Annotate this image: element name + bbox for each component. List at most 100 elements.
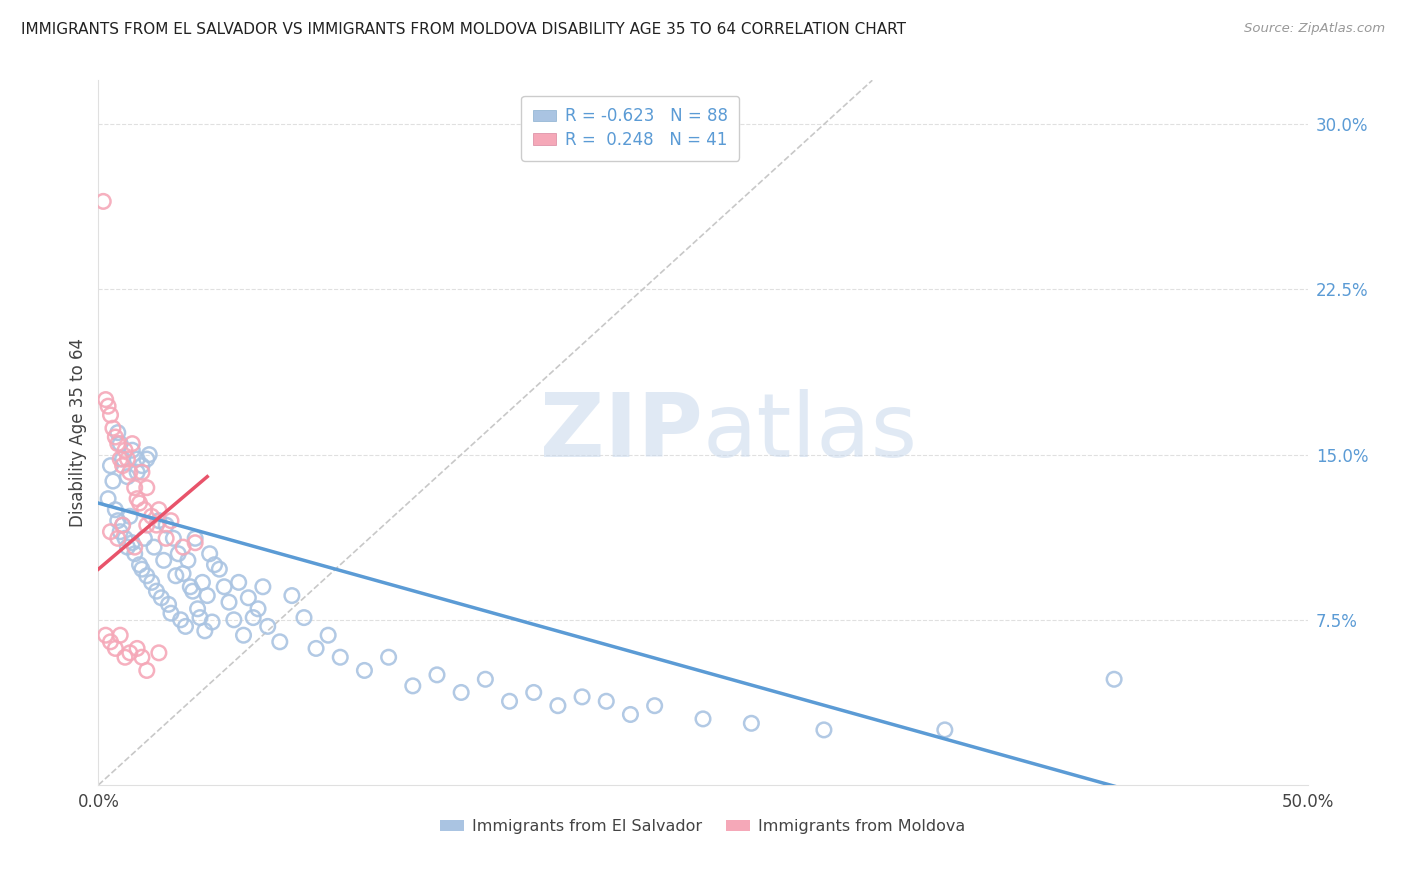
Point bbox=[184, 532, 207, 546]
Point bbox=[281, 589, 304, 603]
Point bbox=[187, 601, 209, 615]
Point bbox=[111, 518, 134, 533]
Point bbox=[108, 436, 131, 450]
Point bbox=[118, 509, 141, 524]
Point bbox=[242, 610, 264, 624]
Point bbox=[619, 707, 641, 722]
Point bbox=[117, 540, 139, 554]
Point bbox=[148, 502, 170, 516]
Point bbox=[104, 430, 127, 444]
Point bbox=[100, 635, 122, 649]
Point bbox=[269, 635, 291, 649]
Point bbox=[135, 664, 157, 678]
Point bbox=[172, 566, 194, 581]
Point bbox=[118, 465, 141, 479]
Point bbox=[232, 628, 254, 642]
Point bbox=[131, 458, 153, 473]
Point bbox=[107, 532, 129, 546]
Point bbox=[124, 540, 146, 554]
Point bbox=[188, 610, 211, 624]
Point bbox=[131, 465, 153, 479]
Point bbox=[97, 399, 120, 413]
Point bbox=[135, 452, 157, 467]
Point bbox=[127, 452, 149, 467]
Point bbox=[111, 452, 134, 467]
Point bbox=[100, 458, 122, 473]
Point bbox=[152, 553, 174, 567]
Point bbox=[127, 641, 149, 656]
Point bbox=[177, 553, 200, 567]
Point bbox=[155, 532, 177, 546]
Point bbox=[111, 518, 134, 533]
Point bbox=[145, 584, 167, 599]
Point bbox=[172, 540, 194, 554]
Point bbox=[135, 518, 157, 533]
Point bbox=[238, 591, 260, 605]
Point bbox=[377, 650, 399, 665]
Point bbox=[107, 514, 129, 528]
Point bbox=[114, 650, 136, 665]
Point bbox=[692, 712, 714, 726]
Point bbox=[292, 610, 315, 624]
Point bbox=[138, 448, 160, 462]
Point bbox=[353, 664, 375, 678]
Point bbox=[160, 514, 183, 528]
Point bbox=[329, 650, 352, 665]
Point bbox=[1102, 673, 1125, 687]
Point bbox=[107, 425, 129, 440]
Point bbox=[108, 452, 131, 467]
Point bbox=[228, 575, 250, 590]
Point bbox=[141, 575, 163, 590]
Point bbox=[195, 589, 218, 603]
Point bbox=[97, 491, 120, 506]
Point bbox=[117, 469, 139, 483]
Point bbox=[114, 443, 136, 458]
Point bbox=[204, 558, 226, 572]
Y-axis label: Disability Age 35 to 64: Disability Age 35 to 64 bbox=[69, 338, 87, 527]
Point bbox=[101, 474, 124, 488]
Point bbox=[740, 716, 762, 731]
Point bbox=[108, 524, 131, 539]
Point bbox=[208, 562, 231, 576]
Point bbox=[124, 547, 146, 561]
Point bbox=[934, 723, 956, 737]
Point bbox=[145, 518, 167, 533]
Point bbox=[547, 698, 569, 713]
Point bbox=[252, 580, 274, 594]
Point bbox=[143, 540, 166, 554]
Point bbox=[316, 628, 339, 642]
Legend: Immigrants from El Salvador, Immigrants from Moldova: Immigrants from El Salvador, Immigrants … bbox=[434, 813, 972, 840]
Point bbox=[135, 568, 157, 582]
Point bbox=[114, 532, 136, 546]
Point bbox=[247, 601, 270, 615]
Text: ZIP: ZIP bbox=[540, 389, 703, 476]
Point bbox=[118, 646, 141, 660]
Point bbox=[131, 650, 153, 665]
Point bbox=[595, 694, 617, 708]
Point bbox=[94, 392, 117, 407]
Point bbox=[107, 436, 129, 450]
Point bbox=[167, 547, 190, 561]
Point bbox=[104, 641, 127, 656]
Point bbox=[198, 547, 221, 561]
Point bbox=[256, 619, 278, 633]
Point bbox=[135, 481, 157, 495]
Point bbox=[148, 646, 170, 660]
Point bbox=[218, 595, 240, 609]
Point bbox=[100, 524, 122, 539]
Point bbox=[117, 452, 139, 467]
Point bbox=[571, 690, 593, 704]
Point bbox=[128, 496, 150, 510]
Point bbox=[94, 628, 117, 642]
Point bbox=[121, 535, 143, 549]
Point bbox=[101, 421, 124, 435]
Point bbox=[222, 613, 245, 627]
Point bbox=[155, 518, 177, 533]
Point bbox=[165, 568, 187, 582]
Text: atlas: atlas bbox=[703, 389, 918, 476]
Point bbox=[179, 580, 201, 594]
Point bbox=[108, 628, 131, 642]
Point bbox=[523, 685, 546, 699]
Point bbox=[305, 641, 328, 656]
Point bbox=[498, 694, 520, 708]
